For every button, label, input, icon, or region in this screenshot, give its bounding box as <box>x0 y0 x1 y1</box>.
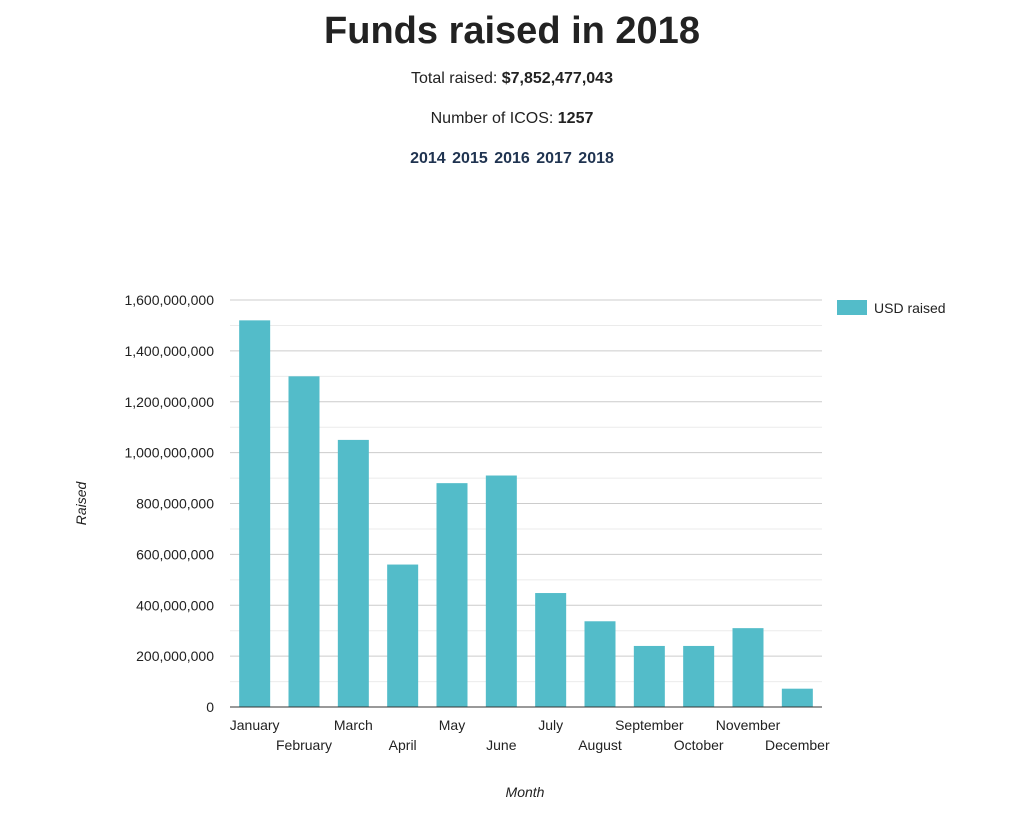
legend-swatch <box>837 300 867 315</box>
x-tick-label: August <box>578 737 622 753</box>
bar <box>633 645 665 707</box>
bar <box>732 628 764 707</box>
bar <box>584 621 616 707</box>
ico-count-value: 1257 <box>557 110 594 127</box>
ico-count-label: Number of ICOS: <box>430 110 558 127</box>
bar <box>288 376 320 707</box>
page-title: Funds raised in 2018 <box>324 10 700 52</box>
x-tick-label: November <box>716 717 781 733</box>
year-link-2017[interactable]: 2017 <box>536 150 572 167</box>
y-tick-label: 400,000,000 <box>136 597 214 613</box>
bar <box>337 439 369 707</box>
y-tick-label: 200,000,000 <box>136 648 214 664</box>
total-raised: Total raised: $7,852,477,043 <box>0 70 1024 88</box>
y-axis-title: Raised <box>73 481 89 526</box>
x-tick-label: January <box>230 717 280 733</box>
x-tick-label: June <box>486 737 517 753</box>
bar <box>683 645 715 707</box>
x-tick-label: December <box>765 737 830 753</box>
bar <box>387 564 419 707</box>
y-tick-label: 600,000,000 <box>136 546 214 562</box>
year-link-2016[interactable]: 2016 <box>494 150 530 167</box>
total-raised-label: Total raised: <box>411 70 502 87</box>
y-tick-label: 0 <box>206 699 214 715</box>
x-tick-label: February <box>276 737 332 753</box>
x-tick-label: July <box>538 717 563 733</box>
bar <box>485 475 517 707</box>
y-tick-label: 1,200,000,000 <box>124 394 214 410</box>
ico-count: Number of ICOS: 1257 <box>0 110 1024 128</box>
y-tick-label: 800,000,000 <box>136 496 214 512</box>
bar <box>239 320 271 707</box>
year-links: 2014 2015 2016 2017 2018 <box>0 150 1024 168</box>
y-tick-label: 1,000,000,000 <box>124 445 214 461</box>
x-tick-label: May <box>439 717 465 733</box>
x-axis-title: Month <box>506 784 545 800</box>
legend-label: USD raised <box>874 300 946 316</box>
x-tick-label: September <box>615 717 684 733</box>
bar <box>781 688 813 707</box>
total-raised-value: $7,852,477,043 <box>501 70 613 87</box>
y-tick-label: 1,400,000,000 <box>124 343 214 359</box>
year-link-2014[interactable]: 2014 <box>410 150 446 167</box>
year-link-2018[interactable]: 2018 <box>578 150 614 167</box>
x-tick-label: March <box>334 717 373 733</box>
y-tick-label: 1,600,000,000 <box>124 292 214 308</box>
year-link-2015[interactable]: 2015 <box>452 150 488 167</box>
x-tick-label: October <box>674 737 724 753</box>
bar <box>436 483 468 707</box>
bar <box>535 593 567 707</box>
x-tick-label: April <box>389 737 417 753</box>
